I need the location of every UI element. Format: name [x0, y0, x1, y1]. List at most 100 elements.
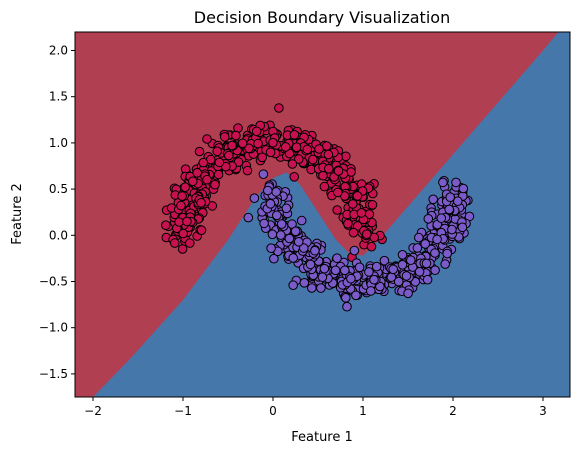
x-tick-label: −1	[174, 404, 192, 418]
data-point-class-0	[314, 144, 324, 154]
data-point-class-1	[265, 199, 276, 209]
data-point-class-1	[438, 177, 448, 188]
data-point-class-0	[178, 228, 188, 239]
data-point-class-0	[324, 164, 334, 174]
x-axis-label: Feature 1	[291, 430, 353, 445]
data-point-class-0	[348, 227, 359, 238]
data-point-class-1	[420, 239, 431, 249]
data-point-class-0	[177, 244, 188, 254]
data-point-class-0	[343, 218, 353, 229]
y-tick-label: 0.5	[49, 182, 68, 196]
data-point-class-0	[219, 132, 230, 142]
data-point-class-1	[284, 233, 295, 244]
data-point-class-0	[251, 126, 262, 137]
data-point-class-1	[423, 214, 434, 224]
data-point-class-0	[196, 225, 207, 235]
x-tick-label: 0	[269, 404, 277, 418]
data-point-class-0	[244, 143, 254, 154]
data-point-class-0	[291, 142, 302, 152]
data-point-class-0	[231, 130, 241, 141]
x-tick-label: 1	[359, 404, 367, 418]
x-axis-ticks: −2 −1 0 1 2 3	[84, 397, 547, 418]
data-point-class-1	[440, 259, 451, 269]
data-point-class-1	[421, 258, 432, 269]
y-tick-label: −1.5	[39, 367, 68, 381]
data-point-class-1	[341, 293, 351, 303]
region-upper-left	[75, 32, 559, 397]
data-point-class-1	[422, 274, 433, 285]
data-point-class-0	[287, 159, 298, 169]
data-point-class-1	[330, 265, 341, 276]
data-point-class-0	[352, 191, 363, 201]
data-point-class-1	[453, 196, 463, 206]
data-point-class-1	[346, 273, 356, 284]
data-point-class-1	[401, 271, 412, 281]
data-point-class-0	[174, 217, 184, 227]
data-point-class-1	[379, 255, 390, 266]
x-tick-label: −2	[84, 404, 102, 418]
data-point-class-0	[185, 238, 195, 248]
data-point-class-0	[196, 198, 206, 208]
data-point-class-0	[257, 152, 268, 163]
data-point-class-0	[348, 199, 358, 209]
data-point-class-1	[442, 248, 453, 259]
data-point-class-0	[356, 208, 367, 218]
data-point-class-1	[299, 243, 309, 253]
data-point-class-0	[177, 191, 187, 201]
data-point-class-0	[308, 154, 318, 165]
data-point-class-0	[242, 165, 253, 176]
data-point-class-1	[266, 243, 276, 253]
data-point-class-1	[388, 264, 399, 275]
data-point-class-1	[317, 272, 328, 283]
data-point-class-1	[319, 263, 330, 274]
data-point-class-1	[267, 229, 278, 240]
data-point-class-0	[253, 138, 263, 149]
data-point-class-1	[444, 204, 455, 215]
data-point-class-1	[272, 210, 282, 221]
y-axis-label: Feature 2	[10, 183, 25, 245]
data-point-class-1	[432, 234, 442, 245]
y-tick-label: −1.0	[39, 321, 68, 335]
data-point-class-0	[202, 174, 212, 185]
data-point-class-1	[414, 267, 425, 277]
data-point-class-1	[351, 290, 361, 301]
chart-title: Decision Boundary Visualization	[194, 8, 450, 27]
plot-area	[75, 32, 570, 397]
data-point-class-1	[403, 288, 413, 299]
data-point-class-1	[366, 286, 376, 296]
x-tick-label: 2	[449, 404, 457, 418]
data-point-class-1	[340, 265, 350, 276]
data-point-class-1	[393, 276, 404, 287]
data-point-class-1	[445, 192, 456, 202]
data-point-class-1	[299, 278, 310, 288]
y-tick-label: −0.5	[39, 274, 68, 288]
data-point-class-1	[281, 203, 292, 214]
data-point-class-0	[367, 200, 378, 210]
data-point-class-1	[305, 259, 316, 270]
data-point-class-0	[192, 168, 202, 178]
data-point-class-1	[364, 267, 374, 277]
data-point-class-1	[397, 250, 408, 260]
data-point-class-1	[397, 260, 408, 270]
data-point-class-0	[202, 134, 212, 144]
data-point-class-0	[352, 221, 363, 231]
data-point-class-0	[198, 157, 209, 168]
data-point-class-1	[307, 283, 317, 293]
data-point-class-0	[213, 169, 224, 180]
y-axis-ticks: −1.5 −1.0 −0.5 0.0 0.5 1.0 1.5 2.0	[39, 43, 75, 381]
data-point-class-1	[428, 194, 439, 205]
data-point-class-1	[290, 226, 301, 237]
data-point-class-0	[274, 103, 284, 113]
data-point-class-1	[249, 193, 260, 203]
data-point-class-0	[323, 149, 334, 160]
data-point-class-1	[296, 215, 307, 226]
data-point-class-1	[288, 280, 299, 291]
data-point-class-0	[180, 182, 190, 192]
data-point-class-1	[310, 245, 320, 256]
data-point-class-1	[458, 183, 469, 194]
data-point-class-1	[430, 248, 440, 258]
data-point-class-1	[263, 185, 273, 196]
data-point-class-0	[194, 146, 205, 157]
data-point-class-0	[294, 154, 304, 164]
